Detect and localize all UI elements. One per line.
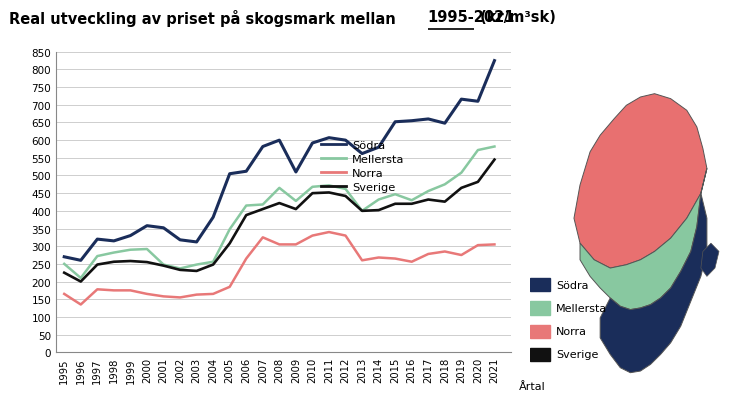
- Bar: [530, 348, 550, 361]
- Text: Södra: Södra: [556, 280, 589, 290]
- Text: 1995-2021: 1995-2021: [427, 10, 515, 25]
- Polygon shape: [580, 169, 707, 310]
- Bar: [530, 302, 550, 315]
- Bar: [530, 278, 550, 292]
- Text: Sverige: Sverige: [556, 350, 598, 360]
- Legend: Södra, Mellersta, Norra, Sverige: Södra, Mellersta, Norra, Sverige: [316, 136, 409, 197]
- Polygon shape: [701, 243, 719, 277]
- Polygon shape: [574, 94, 707, 269]
- Polygon shape: [601, 194, 707, 373]
- Text: Norra: Norra: [556, 326, 587, 336]
- Text: Årtal: Årtal: [518, 381, 545, 391]
- Text: Mellersta: Mellersta: [556, 303, 607, 313]
- Text: (kr/m³sk): (kr/m³sk): [475, 10, 556, 25]
- Bar: [530, 325, 550, 338]
- Text: Real utveckling av priset på skogsmark mellan: Real utveckling av priset på skogsmark m…: [9, 10, 401, 27]
